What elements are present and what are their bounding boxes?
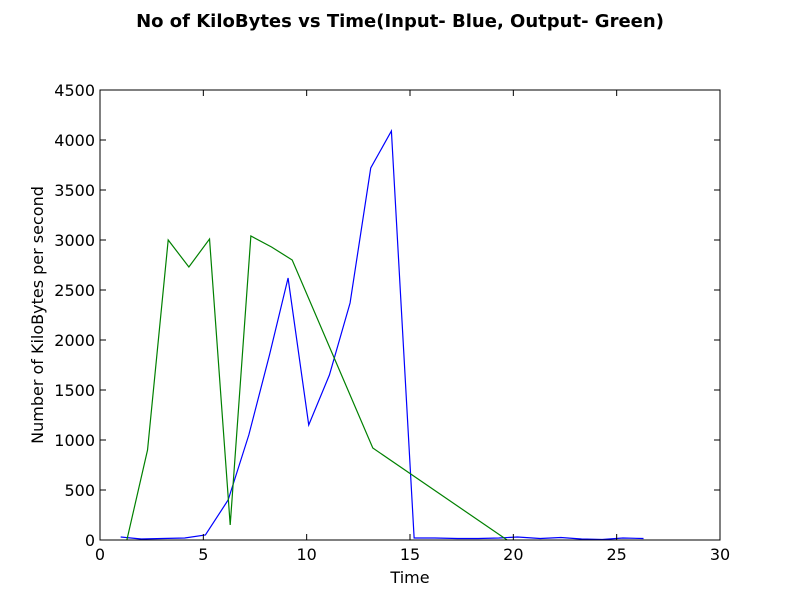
y-tick-label: 2500 bbox=[54, 281, 95, 300]
y-tick-label: 2000 bbox=[54, 331, 95, 350]
y-tick-label: 1500 bbox=[54, 381, 95, 400]
x-tick-label: 25 bbox=[606, 545, 626, 564]
y-tick-label: 4000 bbox=[54, 131, 95, 150]
x-tick-label: 10 bbox=[296, 545, 316, 564]
series-line-1 bbox=[120, 128, 644, 541]
series-line-2 bbox=[126, 235, 508, 541]
y-tick-label: 4500 bbox=[54, 81, 95, 100]
y-tick-label: 1000 bbox=[54, 431, 95, 450]
plot-area: 0 5 10 15 20 25 30 0 500 1000 1500 2000 2500 3000 3500… bbox=[54, 81, 730, 564]
x-tick-label: 30 bbox=[710, 545, 730, 564]
y-tick-label: 3000 bbox=[54, 231, 95, 250]
chart-title: No of KiloBytes vs Time(Input- Blue, Out… bbox=[136, 11, 664, 32]
x-tick-label: 0 bbox=[95, 545, 105, 564]
x-tick-label: 5 bbox=[198, 545, 208, 564]
x-tick-label: 15 bbox=[400, 545, 420, 564]
x-tick-label: 20 bbox=[503, 545, 523, 564]
y-tick-label: 0 bbox=[85, 531, 95, 550]
x-axis-label: Time bbox=[389, 568, 429, 587]
y-tick-label: 3500 bbox=[54, 181, 95, 200]
y-axis-label: Number of KiloBytes per second bbox=[28, 186, 47, 444]
y-tick-label: 500 bbox=[64, 481, 95, 500]
